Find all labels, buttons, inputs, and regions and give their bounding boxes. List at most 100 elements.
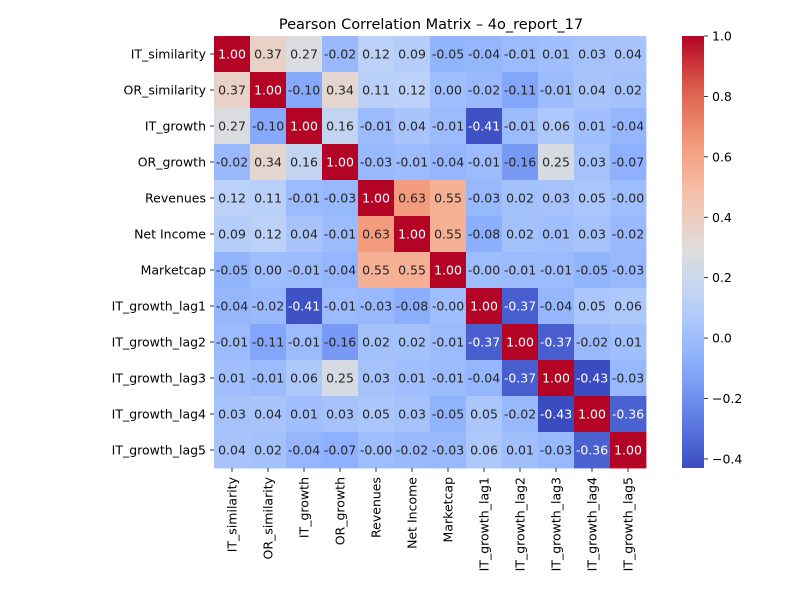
cell-value-label: -0.02 (252, 299, 284, 314)
y-tick-label: Revenues (145, 191, 206, 206)
cell-value-label: 0.55 (398, 263, 426, 278)
cell-value-label: 0.04 (218, 443, 246, 458)
cell-value-label: 0.27 (290, 47, 318, 62)
heatmap-cell (322, 288, 359, 325)
cell-value-label: 0.03 (578, 227, 606, 242)
cell-value-label: 0.03 (398, 407, 426, 422)
cell-value-label: 0.05 (578, 299, 606, 314)
heatmap-cell (538, 144, 575, 181)
heatmap-cell (502, 216, 539, 253)
x-tick-label: IT_growth_lag1 (477, 477, 492, 571)
cell-value-label: 0.01 (542, 47, 570, 62)
heatmap-cells (214, 36, 647, 469)
heatmap-cell (430, 108, 467, 145)
colorbar-tick-label: −0.2 (712, 391, 742, 406)
heatmap-cell (286, 288, 323, 325)
cell-value-label: 0.16 (326, 119, 354, 134)
y-tick-label: IT_growth_lag4 (112, 407, 206, 422)
heatmap-cell (214, 324, 251, 361)
heatmap-cell (214, 252, 251, 289)
heatmap-cell (466, 396, 503, 433)
cell-value-label: 0.01 (218, 371, 246, 386)
cell-value-label: -0.01 (288, 335, 320, 350)
cell-value-label: 0.12 (398, 83, 426, 98)
cell-value-label: -0.37 (468, 335, 500, 350)
cell-value-label: 0.04 (578, 83, 606, 98)
heatmap-cell (502, 288, 539, 325)
cell-value-label: 1.00 (398, 227, 426, 242)
cell-value-label: -0.03 (360, 299, 392, 314)
heatmap-cell (358, 72, 395, 109)
cell-value-label: 0.27 (218, 119, 246, 134)
chart-title: Pearson Correlation Matrix – 4o_report_1… (279, 17, 583, 33)
cell-value-label: -0.10 (288, 83, 320, 98)
cell-value-label: 0.06 (614, 299, 642, 314)
cell-value-label: -0.00 (432, 299, 464, 314)
heatmap-cell (466, 108, 503, 145)
heatmap-cell (538, 324, 575, 361)
x-tick-label: OR_growth (333, 477, 348, 545)
heatmap-cell (610, 324, 647, 361)
heatmap-cell (214, 108, 251, 145)
heatmap-cell (574, 36, 611, 73)
heatmap-cell (394, 324, 431, 361)
heatmap-cell (574, 108, 611, 145)
heatmap-cell (574, 252, 611, 289)
heatmap-cell (610, 108, 647, 145)
cell-value-label: -0.03 (612, 263, 644, 278)
heatmap-cell (322, 36, 359, 73)
heatmap-cell (286, 396, 323, 433)
cell-value-label: -0.01 (432, 335, 464, 350)
heatmap-cell (466, 360, 503, 397)
cell-value-label: -0.02 (468, 83, 500, 98)
cell-value-label: 0.37 (254, 47, 282, 62)
cell-value-label: -0.04 (324, 263, 356, 278)
heatmap-cell (430, 396, 467, 433)
cell-value-label: -0.01 (468, 155, 500, 170)
cell-value-label: -0.11 (252, 335, 284, 350)
cell-value-label: -0.03 (540, 443, 572, 458)
cell-value-label: 0.55 (434, 227, 462, 242)
heatmap-cell (502, 108, 539, 145)
cell-value-label: -0.02 (504, 407, 536, 422)
cell-value-label: 0.02 (506, 191, 534, 206)
x-tick-label: IT_growth_lag3 (549, 477, 564, 571)
heatmap-cell (610, 396, 647, 433)
heatmap-cell (250, 72, 287, 109)
cell-value-label: -0.00 (612, 191, 644, 206)
cell-value-label: -0.07 (612, 155, 644, 170)
heatmap-cell (466, 288, 503, 325)
cell-value-label: -0.01 (432, 119, 464, 134)
heatmap-cell (214, 180, 251, 217)
cell-value-label: -0.01 (324, 227, 356, 242)
heatmap-cell (610, 360, 647, 397)
cell-value-label: 0.09 (398, 47, 426, 62)
cell-value-label: 0.02 (362, 335, 390, 350)
x-tick-label: IT_growth_lag4 (585, 477, 600, 571)
y-tick-label: IT_growth_lag1 (112, 299, 206, 314)
heatmap-cell (358, 396, 395, 433)
heatmap-cell (610, 180, 647, 217)
cell-value-label: 0.04 (614, 47, 642, 62)
cell-value-label: -0.04 (216, 299, 248, 314)
heatmap-cell (250, 360, 287, 397)
heatmap-cell (610, 288, 647, 325)
heatmap-cell (574, 396, 611, 433)
colorbar-tick-label: 0.2 (712, 270, 732, 285)
heatmap-cell (358, 252, 395, 289)
cell-value-label: 0.34 (326, 83, 354, 98)
heatmap-cell (610, 72, 647, 109)
heatmap-cell (574, 288, 611, 325)
cell-value-label: 0.06 (470, 443, 498, 458)
heatmap-cell (214, 216, 251, 253)
y-tick-label: IT_growth_lag5 (112, 443, 206, 458)
heatmap-cell (466, 144, 503, 181)
x-tick-label: IT_growth_lag5 (621, 477, 636, 571)
cell-value-label: 1.00 (362, 191, 390, 206)
cell-value-label: 0.02 (614, 83, 642, 98)
heatmap-cell (430, 288, 467, 325)
heatmap-cell (430, 216, 467, 253)
heatmap-cell (358, 36, 395, 73)
heatmap-cell (250, 108, 287, 145)
heatmap-cell (394, 108, 431, 145)
